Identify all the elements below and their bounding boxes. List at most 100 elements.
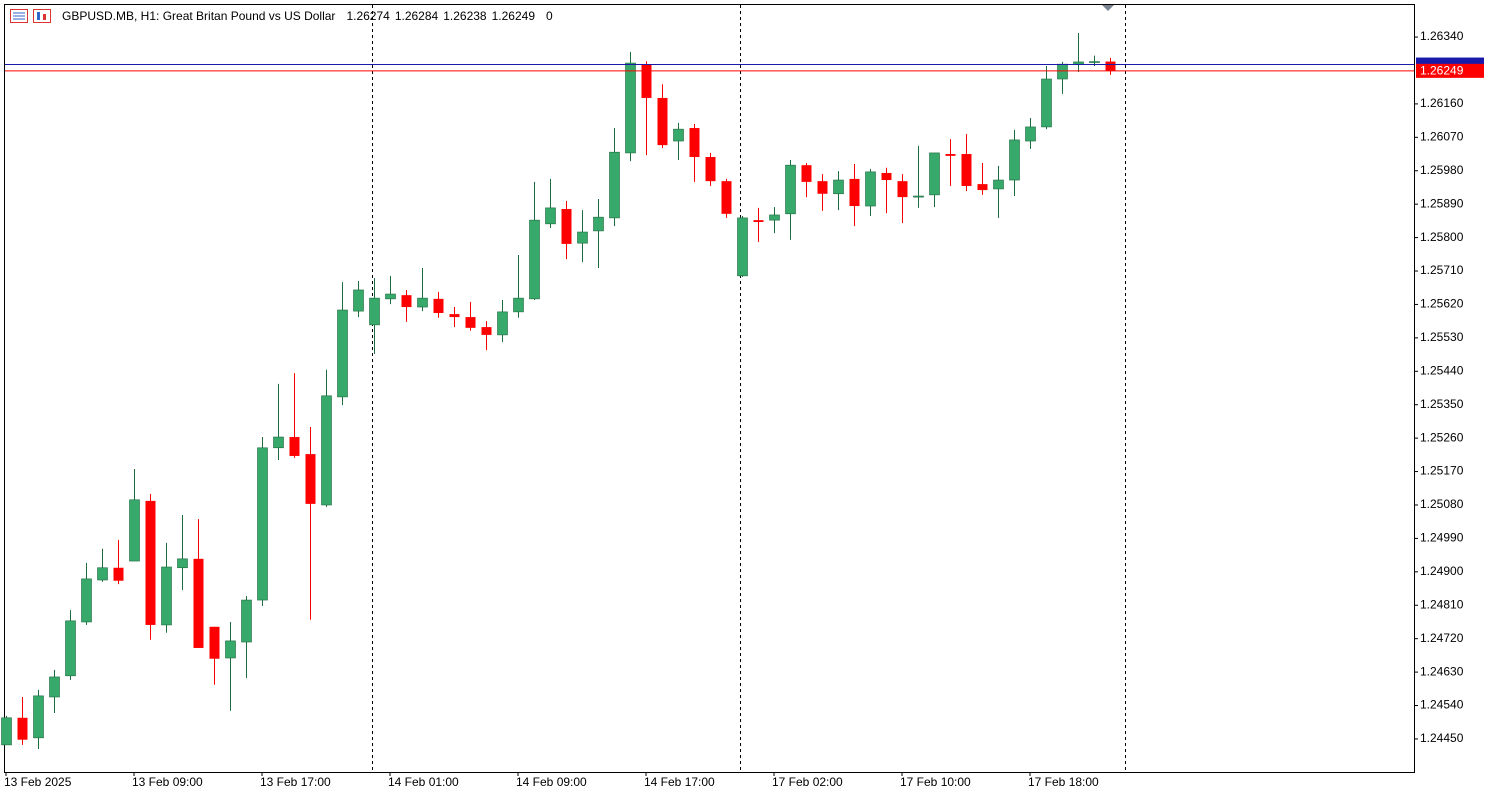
y-tick-label: 1.26160 — [1420, 96, 1464, 110]
candle-body — [337, 309, 348, 398]
last-low: 1.26238 — [443, 9, 487, 23]
candle-body — [33, 695, 44, 739]
y-tick-label: 1.24900 — [1420, 564, 1464, 578]
candle-body — [81, 578, 92, 623]
candle-body — [1105, 61, 1116, 71]
y-tick-label: 1.26070 — [1420, 129, 1464, 143]
last-close: 1.26249 — [491, 9, 535, 23]
candle-body — [241, 599, 252, 643]
x-tick-label: 14 Feb 09:00 — [516, 775, 587, 789]
candle-body — [49, 676, 60, 698]
candle-body — [1041, 78, 1052, 128]
candle-body — [481, 327, 492, 335]
candle-body — [641, 64, 652, 98]
x-tick-label: 14 Feb 17:00 — [644, 775, 715, 789]
candle-body — [305, 454, 316, 504]
candle-body — [769, 214, 780, 221]
y-tick-label: 1.25530 — [1420, 330, 1464, 344]
y-tick-label: 1.24450 — [1420, 731, 1464, 745]
candle-body — [609, 151, 620, 219]
candle-body — [209, 626, 220, 659]
y-tick-label: 1.24630 — [1420, 664, 1464, 678]
chart-title: GBPUSD.MB, H1: Great Britan Pound vs US … — [62, 9, 336, 23]
candle-body — [817, 181, 828, 194]
candle-body — [577, 231, 588, 244]
y-tick-label: 1.24810 — [1420, 597, 1464, 611]
candle-body — [433, 298, 444, 313]
candle-body — [897, 181, 908, 198]
candle-body — [177, 558, 188, 569]
candle-body — [785, 164, 796, 215]
candle-body — [385, 293, 396, 300]
y-tick-label: 1.24990 — [1420, 531, 1464, 545]
candle-body — [961, 154, 972, 186]
candle-body — [65, 620, 76, 677]
candle-body — [1025, 126, 1036, 142]
candle-body — [865, 171, 876, 207]
y-tick-label: 1.25440 — [1420, 363, 1464, 377]
candle-body — [945, 154, 956, 156]
plot-frame — [4, 4, 1415, 773]
last-open: 1.26274 — [346, 9, 390, 23]
candle-body — [1089, 61, 1100, 63]
candle-body — [625, 62, 636, 154]
candle-body — [993, 179, 1004, 190]
candle-body — [465, 317, 476, 328]
y-tick-label: 1.24540 — [1420, 698, 1464, 712]
y-tick-label: 1.25710 — [1420, 263, 1464, 277]
candle-body — [1, 717, 12, 746]
candle-body — [545, 207, 556, 225]
candle-body — [401, 295, 412, 308]
y-tick-label: 1.25800 — [1420, 230, 1464, 244]
y-tick-label: 1.25080 — [1420, 497, 1464, 511]
candle-body — [145, 500, 156, 625]
candle-body — [657, 97, 668, 146]
candle-body — [1009, 139, 1020, 181]
candle-body — [705, 157, 716, 182]
candle-body — [737, 217, 748, 277]
x-tick-label: 13 Feb 2025 — [4, 775, 72, 789]
candle-body — [321, 395, 332, 506]
candle-body — [97, 567, 108, 581]
last-high: 1.26284 — [394, 9, 439, 23]
candle-body — [129, 499, 140, 562]
candle-body — [529, 219, 540, 300]
candle-body — [193, 558, 204, 648]
candle-body — [673, 128, 684, 142]
y-tick-label: 1.26340 — [1420, 29, 1464, 43]
header: GBPUSD.MB, H1: Great Britan Pound vs US … — [10, 9, 553, 23]
candle-body — [497, 311, 508, 336]
candle-body — [561, 208, 572, 244]
candle-body — [289, 437, 300, 456]
candle-body — [721, 181, 732, 214]
candle-body — [161, 566, 172, 626]
bid-label-bg — [1416, 63, 1484, 78]
plot: 1.26340 1.26160 1.26070 1.25980 1.25890 1.258… — [1, 29, 1484, 789]
candle-body — [929, 152, 940, 196]
candle-body — [833, 179, 844, 195]
candle-body — [225, 640, 236, 659]
bid-label: 1.26249 — [1420, 64, 1464, 78]
candle-body — [417, 297, 428, 308]
candle-body — [257, 447, 268, 601]
menu-icon — [10, 9, 28, 23]
candle-body — [353, 289, 364, 312]
y-tick-label: 1.25980 — [1420, 163, 1464, 177]
spread: 0 — [546, 9, 553, 23]
y-tick-label: 1.25170 — [1420, 464, 1464, 478]
candle-body — [849, 178, 860, 207]
candle-body — [513, 297, 524, 313]
x-tick-label: 17 Feb 10:00 — [900, 775, 971, 789]
candle-body — [753, 220, 764, 222]
candle-body — [977, 184, 988, 191]
y-tick-label: 1.24720 — [1420, 631, 1464, 645]
candle-body — [913, 195, 924, 198]
candle-body — [113, 567, 124, 581]
candle-body — [593, 216, 604, 232]
x-tick-label: 17 Feb 18:00 — [1028, 775, 1099, 789]
candle-body — [1057, 63, 1068, 80]
candle-body — [273, 436, 284, 449]
x-tick-label: 13 Feb 09:00 — [132, 775, 203, 789]
